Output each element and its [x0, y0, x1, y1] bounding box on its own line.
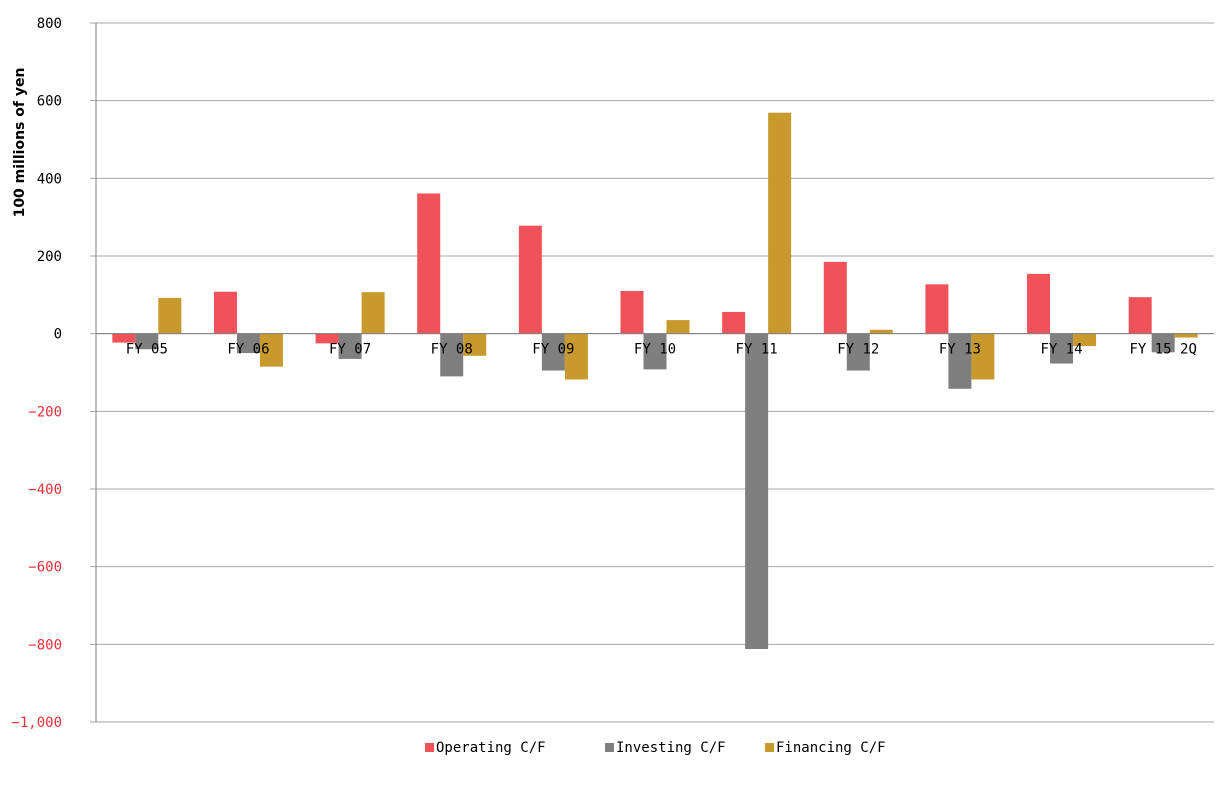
x-category-label: FY 14: [1040, 342, 1082, 358]
y-tick-labels: 800 600 400 200 0 −200 −400 −600 −800 −1,000: [11, 16, 62, 731]
y-tick-label: 0: [54, 327, 62, 343]
legend-label: Investing C/F: [616, 740, 726, 756]
bar: [112, 333, 136, 343]
legend-label: Financing C/F: [776, 740, 886, 756]
x-category-label: FY 12: [837, 342, 879, 358]
bar: [564, 333, 588, 380]
legend-swatch: [605, 743, 614, 752]
bar: [846, 333, 870, 371]
y-tick-label: −800: [28, 637, 62, 653]
bar: [518, 225, 542, 334]
y-tick-label: −200: [28, 404, 62, 420]
legend: Operating C/F Investing C/F Financing C/F: [425, 740, 886, 756]
bar: [1073, 333, 1097, 347]
x-category-label: FY 05: [126, 342, 168, 358]
y-tick-label: 200: [37, 249, 62, 265]
y-tick-label: 800: [37, 16, 62, 32]
bar: [948, 333, 972, 389]
bar: [158, 297, 182, 334]
y-tick-label: −600: [28, 560, 62, 576]
bar: [925, 284, 949, 334]
gridlines: [90, 22, 1214, 723]
bar: [541, 333, 565, 371]
x-category-label: FY 07: [329, 342, 371, 358]
bar: [259, 333, 283, 367]
y-tick-label: 600: [37, 94, 62, 110]
bar: [236, 333, 260, 354]
y-tick-label: 400: [37, 171, 62, 187]
bars: [112, 112, 1198, 649]
x-category-labels: FY 05 FY 06 FY 07 FY 08 FY 09 FY 10 FY 11 FY 12…: [126, 342, 1197, 358]
bar: [745, 333, 769, 649]
bar: [417, 193, 441, 334]
x-category-label: FY 13: [939, 342, 981, 358]
bar: [1174, 333, 1198, 338]
x-category-label: FY 10: [634, 342, 676, 358]
bar: [1128, 297, 1152, 334]
bar: [666, 320, 690, 334]
bar: [869, 329, 893, 334]
legend-swatch: [425, 743, 434, 752]
bar: [338, 333, 362, 359]
x-category-label: FY 06: [227, 342, 269, 358]
bar: [361, 292, 385, 334]
bar: [971, 333, 995, 380]
y-tick-label: −400: [28, 482, 62, 498]
bar: [463, 333, 487, 356]
y-tick-label: −1,000: [11, 715, 62, 731]
x-category-label: FY 11: [736, 342, 778, 358]
axes: [95, 23, 1214, 722]
legend-label: Operating C/F: [436, 740, 546, 756]
x-category-label: FY 08: [431, 342, 473, 358]
bar: [315, 333, 339, 344]
bar: [135, 333, 159, 350]
bar: [722, 311, 746, 334]
bar: [1151, 333, 1175, 353]
bar: [1027, 273, 1051, 334]
bar: [1050, 333, 1074, 364]
y-axis-label: 100 millions of yen: [12, 68, 28, 218]
bar: [213, 291, 237, 334]
bar: [768, 112, 792, 334]
x-category-label: FY 15 2Q: [1129, 342, 1196, 358]
bar: [620, 290, 644, 334]
bar: [440, 333, 464, 377]
x-category-label: FY 09: [532, 342, 574, 358]
bar: [643, 333, 667, 370]
legend-swatch: [765, 743, 774, 752]
bar: [823, 261, 847, 334]
